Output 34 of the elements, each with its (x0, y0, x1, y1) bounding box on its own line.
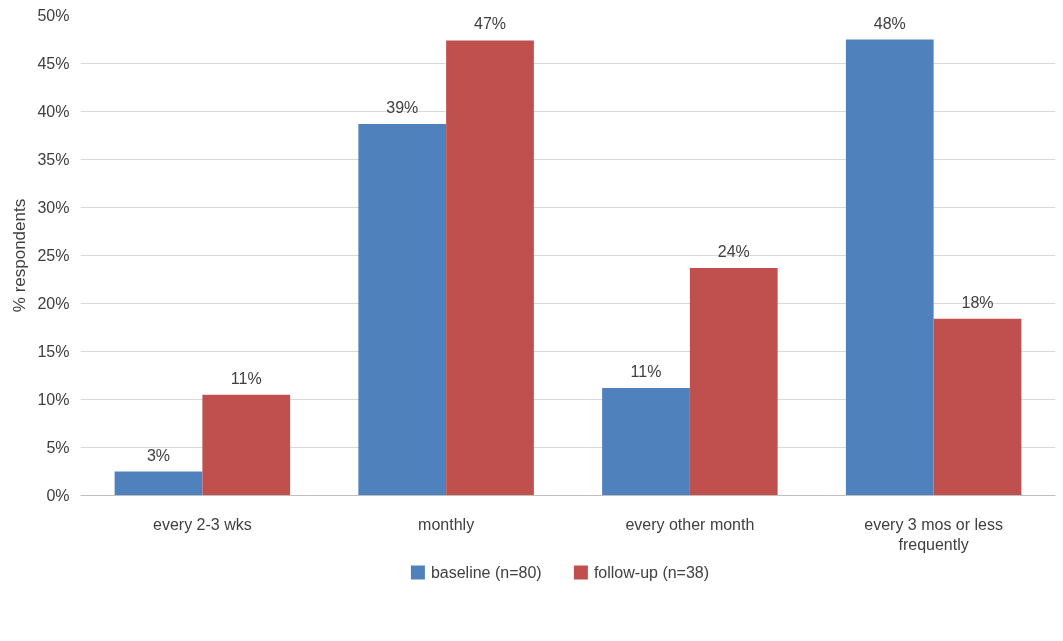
data-label: 48% (873, 14, 906, 32)
y-tick-label: 30% (37, 199, 70, 216)
y-axis-title: % respondents (10, 198, 30, 313)
y-tick-label: 15% (37, 343, 70, 360)
y-tick-label: 10% (37, 391, 70, 408)
bar (358, 123, 447, 496)
y-tick-label: 35% (37, 151, 70, 168)
bar (933, 318, 1022, 496)
data-label: 3% (146, 446, 171, 464)
y-tick-label: 40% (37, 103, 70, 120)
legend-label: baseline (n=80) (430, 564, 542, 581)
data-label: 39% (386, 98, 419, 116)
x-tick-label: every other month (625, 515, 755, 533)
data-label: 11% (630, 362, 662, 380)
x-tick-label: every 2-3 wks (153, 515, 252, 533)
data-label: 24% (717, 242, 750, 260)
y-tick-label: 50% (37, 7, 70, 24)
y-tick-label: 45% (37, 55, 70, 72)
y-tick-label: 5% (46, 439, 70, 456)
bar (602, 387, 690, 496)
x-tick-label: monthly (418, 515, 475, 533)
x-tick-label: every 3 mos or less frequently (864, 515, 1003, 553)
bar (845, 39, 934, 496)
legend-label: follow-up (n=38) (593, 564, 710, 581)
bar (446, 40, 534, 496)
y-tick-label: 20% (37, 295, 70, 312)
bar (202, 394, 291, 496)
bar (114, 471, 203, 496)
data-label: 18% (961, 293, 994, 311)
bar (689, 267, 778, 496)
y-tick-label: 25% (37, 247, 70, 264)
data-label: 47% (473, 15, 507, 33)
y-tick-label: 0% (46, 487, 70, 504)
data-label: 11% (230, 369, 262, 387)
